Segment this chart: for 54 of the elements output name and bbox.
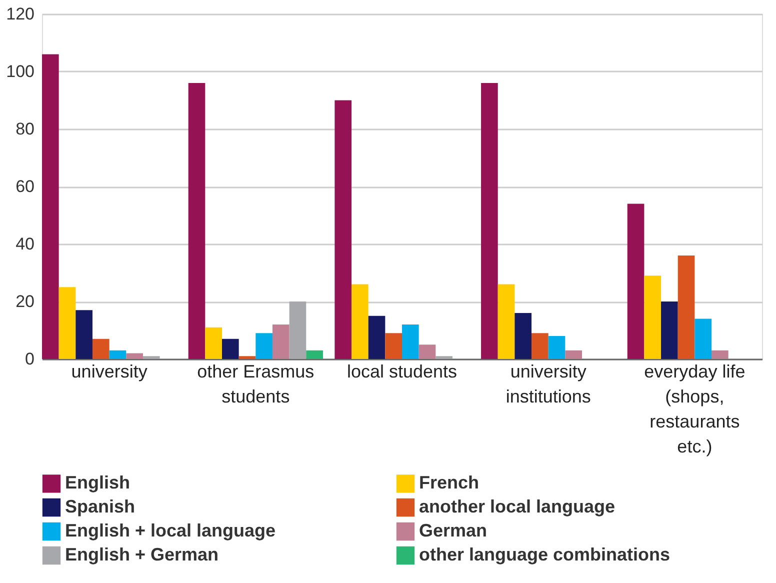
y-tick-label: 80	[16, 120, 34, 138]
bar	[644, 276, 662, 359]
bar	[142, 356, 160, 359]
bar	[498, 284, 515, 359]
x-tick-label: everyday life (shops, restaurants etc.)	[644, 362, 746, 456]
legend-label: German	[419, 520, 488, 540]
x-tick-label: local students	[346, 362, 458, 382]
bar	[76, 310, 92, 359]
bar	[514, 313, 532, 359]
legend-label: other language combinations	[419, 544, 670, 564]
y-tick-label: 0	[25, 350, 34, 368]
legend-label: English	[65, 472, 130, 493]
bar	[126, 353, 143, 359]
bar	[272, 324, 290, 359]
bar	[627, 204, 644, 359]
x-tick-label: university	[71, 362, 148, 382]
bar	[385, 333, 402, 359]
bar	[548, 336, 566, 359]
bar	[565, 350, 582, 359]
legend-label: another local language	[419, 496, 616, 516]
x-tick-label: other Erasmus students	[197, 362, 314, 406]
bar	[418, 344, 436, 359]
bar	[334, 100, 352, 359]
bar	[58, 287, 76, 359]
bar	[306, 350, 323, 359]
bar	[188, 83, 206, 359]
y-tick-label: 120	[6, 4, 34, 24]
bar	[402, 324, 419, 359]
bar	[222, 338, 239, 359]
y-tick-label: 60	[16, 177, 34, 196]
y-tick-label: 100	[6, 62, 34, 81]
bar	[661, 302, 678, 359]
y-tick-label: 40	[16, 234, 34, 254]
legend-label: English + local language	[65, 520, 276, 540]
x-tick-label: university institutions	[506, 362, 591, 406]
legend-label: Spanish	[65, 496, 136, 516]
bar	[712, 350, 728, 359]
bar	[481, 83, 498, 359]
bar	[238, 356, 256, 359]
bar	[92, 338, 110, 359]
bar	[436, 356, 452, 359]
legend-label: French	[419, 472, 480, 493]
bar	[289, 302, 306, 359]
y-tick-label: 20	[16, 292, 34, 311]
bar	[532, 333, 548, 359]
bar	[42, 54, 59, 359]
legend-label: English + German	[65, 544, 219, 564]
bar	[205, 327, 222, 359]
bar	[678, 256, 695, 359]
bar	[368, 316, 386, 359]
bar	[256, 333, 272, 359]
bar	[109, 350, 126, 359]
bar	[352, 284, 368, 359]
bar	[694, 318, 712, 359]
